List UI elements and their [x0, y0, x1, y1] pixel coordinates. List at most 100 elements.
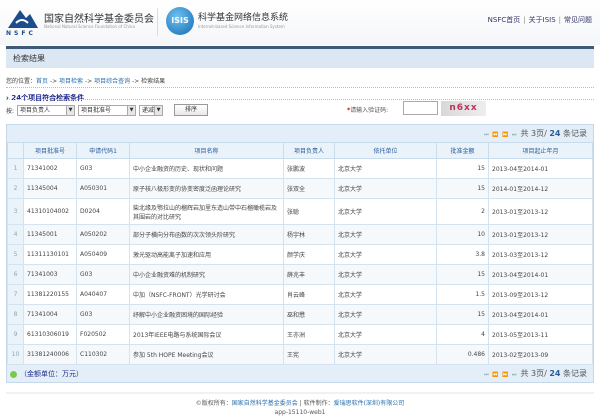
application-code: F020502 — [76, 324, 130, 345]
table-row[interactable]: 6 71341003 G03 中小企业融资难的机制研究 薛兆丰 北京大学 15 2013-04… — [7, 264, 593, 285]
pager-nav-icons[interactable]: ⏮ ⏪ ⏩ ⏭ — [484, 132, 518, 138]
sort-label: 按: — [6, 107, 15, 115]
link-nsfc-home[interactable]: NSFC首页 — [487, 16, 521, 24]
table-row[interactable]: 8 71341004 G03 纾解中小企业融资困境的国际经验 巫和懋 北京大学 15 2013… — [7, 304, 593, 325]
sort-order-select[interactable]: 递减 ▼ — [139, 104, 164, 116]
divider — [6, 87, 594, 88]
project-name[interactable]: 原子核八极形变的协变密度泛函理论研究 — [129, 178, 284, 199]
principal: 张聪 — [283, 198, 335, 225]
column-header: 批准金额 — [436, 142, 489, 159]
table-row[interactable]: 2 11345004 A050301 原子核八极形变的协变密度泛函理论研究 张双全 北京大… — [7, 178, 593, 199]
approval-number: 71341003 — [23, 264, 77, 285]
sort-field1-select[interactable]: 项目负责人 ▼ — [17, 104, 76, 116]
server-id: app-15110-web1 — [274, 409, 326, 416]
captcha-image[interactable]: n6xx — [441, 101, 486, 116]
amount: 10 — [436, 224, 489, 245]
divider — [6, 99, 594, 100]
pager-nav-icons[interactable]: ⏮ ⏪ ⏩ ⏭ — [484, 372, 518, 378]
sort-button[interactable]: 排序 — [174, 104, 209, 116]
results-panel: ⏮ ⏪ ⏩ ⏭ 共 3页/ 24 条记录 项目批准号 申请代码1 项目名称 项目负责人依… — [6, 124, 594, 383]
principal: 颜学庆 — [283, 244, 335, 265]
isis-logo: ISIS — [166, 7, 194, 35]
breadcrumb-home[interactable]: 首页 — [36, 78, 49, 85]
application-code: G03 — [76, 264, 130, 285]
link-about-isis[interactable]: 关于ISIS — [528, 16, 556, 24]
approval-number: 11345001 — [23, 224, 77, 245]
period: 2013-03至2013-12 — [488, 244, 593, 265]
approval-number: 11381220155 — [23, 284, 77, 305]
project-name[interactable]: 部分子横向分布函数的次次领头阶研究 — [129, 224, 284, 245]
row-index: 6 — [7, 264, 24, 285]
period: 2013-02至2013-09 — [488, 344, 593, 365]
breadcrumb-project-search[interactable]: 项目检索 — [59, 78, 84, 85]
column-header: 项目起止年月 — [488, 142, 593, 159]
pager-bottom: ⏮ ⏪ ⏩ ⏭ 共 3页/ 24 条记录 — [484, 369, 587, 378]
amount: 15 — [436, 178, 489, 199]
project-name[interactable]: 参加 5th HOPE Meeting会议 — [129, 344, 284, 365]
approval-number: 11345004 — [23, 178, 77, 199]
institution: 北京大学 — [334, 324, 437, 345]
institution: 北京大学 — [334, 224, 437, 245]
footer-divider — [6, 392, 594, 394]
table-row[interactable]: 1 71341002 G03 中小企业融资的历史、现状和问题 张鹏波 北京大学 15 2013… — [7, 158, 593, 179]
institution: 北京大学 — [334, 344, 437, 365]
principal: 杨宇林 — [283, 224, 335, 245]
row-index: 1 — [7, 158, 24, 179]
top-links: NSFC首页 | 关于ISIS | 常见问题 — [487, 16, 592, 24]
sort-controls: 按: 项目负责人 ▼ 项目批准号 ▼ 递减 ▼ 排序 — [6, 104, 209, 116]
amount: 0.486 — [436, 344, 489, 365]
principal: 张鹏波 — [283, 158, 335, 179]
application-code: C110302 — [76, 344, 130, 365]
column-header: 项目负责人 — [283, 142, 335, 159]
row-index: 4 — [7, 224, 24, 245]
nsfc-logo-text: NSFC — [6, 30, 36, 37]
results-table: 项目批准号 申请代码1 项目名称 项目负责人 依托单位 批准金额 项目起止年月 1 71341… — [7, 142, 593, 365]
footer-org-link[interactable]: 国家自然科学基金委员会 — [231, 400, 298, 407]
amount: 4 — [436, 324, 489, 345]
system-name-en: Internet-based Science Information Syste… — [198, 24, 285, 29]
application-code: A040407 — [76, 284, 130, 305]
table-row[interactable]: 3 41310104002 D0204 柴北缘及鄂拉山的榴辉岩加里东造山带中石榴橄榄岩… — [7, 198, 593, 225]
nsfc-logo — [8, 10, 38, 28]
period: 2013-04至2014-01 — [488, 304, 593, 325]
column-header: 依托单位 — [334, 142, 437, 159]
column-header: 申请代码1 — [76, 142, 130, 159]
period: 2013-01至2013-12 — [488, 224, 593, 245]
footer-copyright: ©版权所有：国家自然科学基金委员会 | 软件制作：爱瑞思软件(深圳)有限公司 — [195, 400, 405, 407]
chevron-down-icon: ▼ — [66, 105, 75, 115]
table-row[interactable]: 7 11381220155 A040407 中加（NSFC-FRONT）光学研讨会 肖云… — [7, 284, 593, 305]
breadcrumb-combined-query[interactable]: 项目综合查询 — [94, 78, 131, 85]
result-count: › 24个项目符合检索条件 — [6, 94, 85, 102]
principal: 王亦洲 — [283, 324, 335, 345]
breadcrumb-sep: -> — [130, 78, 142, 85]
institution: 北京大学 — [334, 158, 437, 179]
table-row[interactable]: 5 11311130101 A050409 激光驱动高能离子加速和应用 颜学庆 北京大学 3… — [7, 244, 593, 265]
institution: 北京大学 — [334, 284, 437, 305]
column-header — [7, 142, 24, 159]
institution: 北京大学 — [334, 304, 437, 325]
breadcrumb-current: 检索结果 — [141, 78, 166, 85]
link-faq[interactable]: 常见问题 — [564, 16, 592, 24]
footer-maker-link[interactable]: 爱瑞思软件(深圳)有限公司 — [333, 400, 405, 407]
application-code: G03 — [76, 304, 130, 325]
refresh-icon — [10, 370, 17, 378]
project-name[interactable]: 柴北缘及鄂拉山的榴辉岩加里东造山带中石榴橄榄岩及其围岩的对比研究 — [129, 198, 284, 225]
period: 2013-04至2014-01 — [488, 264, 593, 285]
table-row[interactable]: 9 61310306019 F020502 2013年IEEE电路与系统国际会议 王亦洲… — [7, 324, 593, 345]
row-index: 3 — [7, 198, 24, 225]
project-name[interactable]: 中小企业融资难的机制研究 — [129, 264, 284, 285]
project-name[interactable]: 激光驱动高能离子加速和应用 — [129, 244, 284, 265]
table-row[interactable]: 10 31381240006 C110302 参加 5th HOPE Meeting会… — [7, 344, 593, 365]
approval-number: 71341002 — [23, 158, 77, 179]
table-row[interactable]: 4 11345001 A050202 部分子横向分布函数的次次领头阶研究 杨宇林 北京大学… — [7, 224, 593, 245]
project-name[interactable]: 中小企业融资的历史、现状和问题 — [129, 158, 284, 179]
captcha-input[interactable] — [403, 101, 438, 115]
project-name[interactable]: 纾解中小企业融资困境的国际经验 — [129, 304, 284, 325]
amount: 3.8 — [436, 244, 489, 265]
sort-field2-select[interactable]: 项目批准号 ▼ — [78, 104, 137, 116]
approval-number: 31381240006 — [23, 344, 77, 365]
application-code: G03 — [76, 158, 130, 179]
site-header: NSFC 国家自然科学基金委员会 National Natural Scienc… — [0, 0, 600, 45]
project-name[interactable]: 中加（NSFC-FRONT）光学研讨会 — [129, 284, 284, 305]
project-name[interactable]: 2013年IEEE电路与系统国际会议 — [129, 324, 284, 345]
